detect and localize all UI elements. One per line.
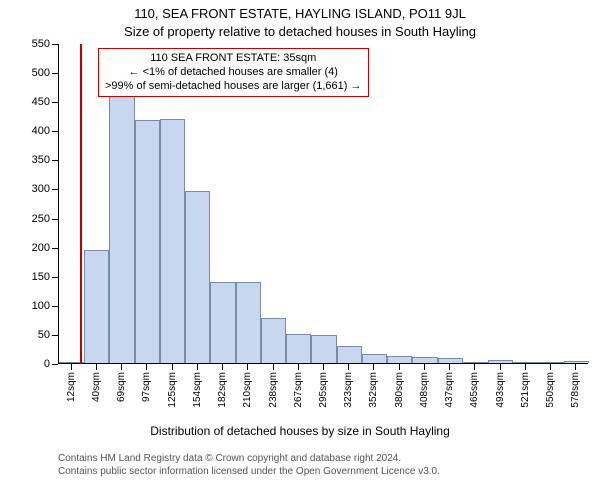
- x-tick-label: 182sqm: [217, 372, 228, 408]
- x-tick-label: 465sqm: [469, 372, 480, 408]
- x-tick-mark: [399, 364, 400, 370]
- x-tick-label: 238sqm: [268, 372, 279, 408]
- histogram-bar: [109, 72, 134, 363]
- histogram-bar: [412, 357, 437, 363]
- footer-line-2: Contains public sector information licen…: [58, 465, 440, 478]
- histogram-bar: [84, 250, 109, 363]
- x-tick-label: 380sqm: [394, 372, 405, 408]
- y-tick-mark: [52, 131, 58, 132]
- x-tick-mark: [197, 364, 198, 370]
- y-tick-mark: [52, 73, 58, 74]
- y-tick-label: 500: [32, 67, 50, 79]
- x-tick-label: 323sqm: [343, 372, 354, 408]
- histogram-bar: [463, 362, 488, 363]
- x-tick-mark: [298, 364, 299, 370]
- y-tick-label: 450: [32, 96, 50, 108]
- histogram-bar: [564, 361, 589, 363]
- y-tick-label: 400: [32, 125, 50, 137]
- x-tick-label: 437sqm: [444, 372, 455, 408]
- x-tick-mark: [550, 364, 551, 370]
- y-tick-mark: [52, 44, 58, 45]
- x-tick-label: 154sqm: [192, 372, 203, 408]
- histogram-bar: [438, 358, 463, 363]
- x-tick-label: 12sqm: [66, 372, 77, 402]
- x-tick-label: 97sqm: [141, 372, 152, 402]
- x-tick-label: 578sqm: [570, 372, 581, 408]
- chart-page: { "chart": { "type": "histogram", "title…: [0, 0, 600, 500]
- x-tick-label: 210sqm: [242, 372, 253, 408]
- annotation-box: 110 SEA FRONT ESTATE: 35sqm ← <1% of det…: [98, 48, 369, 97]
- y-tick-label: 100: [32, 300, 50, 312]
- histogram-bar: [286, 334, 311, 363]
- y-tick-mark: [52, 189, 58, 190]
- y-tick-mark: [52, 102, 58, 103]
- histogram-bar: [311, 335, 336, 363]
- x-tick-mark: [323, 364, 324, 370]
- y-tick-mark: [52, 219, 58, 220]
- annotation-line-1: 110 SEA FRONT ESTATE: 35sqm: [105, 52, 362, 66]
- annotation-line-3: >99% of semi-detached houses are larger …: [105, 80, 362, 94]
- y-tick-label: 550: [32, 38, 50, 50]
- y-tick-mark: [52, 306, 58, 307]
- y-tick-mark: [52, 364, 58, 365]
- chart-title-main: 110, SEA FRONT ESTATE, HAYLING ISLAND, P…: [0, 6, 600, 21]
- x-tick-mark: [474, 364, 475, 370]
- x-tick-label: 550sqm: [545, 372, 556, 408]
- y-tick-label: 50: [38, 329, 50, 341]
- histogram-bar: [539, 362, 564, 363]
- x-tick-label: 267sqm: [293, 372, 304, 408]
- x-tick-label: 295sqm: [318, 372, 329, 408]
- x-tick-mark: [424, 364, 425, 370]
- histogram-bar: [135, 120, 160, 363]
- y-tick-label: 350: [32, 154, 50, 166]
- x-tick-mark: [449, 364, 450, 370]
- x-tick-label: 40sqm: [91, 372, 102, 402]
- y-tick-label: 150: [32, 271, 50, 283]
- histogram-bar: [488, 360, 513, 363]
- x-tick-mark: [273, 364, 274, 370]
- histogram-bar: [513, 362, 538, 363]
- histogram-bar: [185, 191, 210, 363]
- x-tick-mark: [373, 364, 374, 370]
- histogram-bar: [362, 354, 387, 363]
- y-tick-label: 200: [32, 242, 50, 254]
- histogram-bar: [261, 318, 286, 363]
- y-tick-mark: [52, 277, 58, 278]
- histogram-bar: [210, 282, 235, 363]
- x-tick-label: 408sqm: [419, 372, 430, 408]
- x-axis-label: Distribution of detached houses by size …: [0, 424, 600, 438]
- x-tick-label: 125sqm: [167, 372, 178, 408]
- y-tick-label: 300: [32, 183, 50, 195]
- x-tick-mark: [348, 364, 349, 370]
- y-tick-mark: [52, 335, 58, 336]
- footer-line-1: Contains HM Land Registry data © Crown c…: [58, 452, 440, 465]
- x-tick-mark: [71, 364, 72, 370]
- x-tick-label: 493sqm: [495, 372, 506, 408]
- y-tick-mark: [52, 160, 58, 161]
- y-tick-mark: [52, 248, 58, 249]
- histogram-bar: [160, 119, 185, 363]
- histogram-bar: [337, 346, 362, 363]
- annotation-line-2: ← <1% of detached houses are smaller (4): [105, 66, 362, 80]
- y-tick-label: 0: [44, 358, 50, 370]
- x-tick-mark: [525, 364, 526, 370]
- x-tick-mark: [172, 364, 173, 370]
- subject-marker-line: [80, 44, 82, 364]
- x-tick-mark: [222, 364, 223, 370]
- chart-title-sub: Size of property relative to detached ho…: [0, 24, 600, 39]
- x-tick-mark: [247, 364, 248, 370]
- x-tick-mark: [121, 364, 122, 370]
- x-tick-label: 352sqm: [368, 372, 379, 408]
- x-tick-label: 69sqm: [116, 372, 127, 402]
- histogram-bar: [387, 356, 412, 363]
- x-tick-label: 521sqm: [520, 372, 531, 408]
- x-tick-mark: [575, 364, 576, 370]
- histogram-bar: [236, 282, 261, 363]
- x-tick-mark: [146, 364, 147, 370]
- x-tick-mark: [96, 364, 97, 370]
- x-tick-mark: [500, 364, 501, 370]
- footer-attribution: Contains HM Land Registry data © Crown c…: [58, 452, 440, 478]
- y-tick-label: 250: [32, 213, 50, 225]
